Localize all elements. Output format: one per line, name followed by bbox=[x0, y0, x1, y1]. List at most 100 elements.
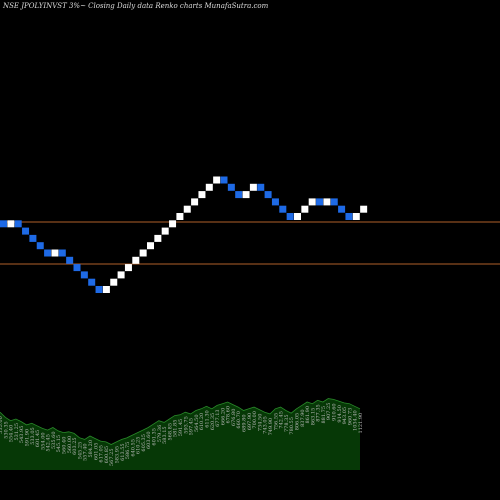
volume-label: 610.25 bbox=[136, 437, 142, 455]
renko-brick bbox=[58, 249, 66, 257]
volume-label: 535.00 bbox=[0, 416, 4, 434]
renko-brick bbox=[22, 227, 30, 235]
renko-brick bbox=[44, 249, 52, 257]
volume-label: 742.45 bbox=[279, 411, 285, 429]
renko-brick bbox=[257, 183, 265, 191]
volume-label: 778.35 bbox=[284, 415, 290, 433]
renko-brick bbox=[102, 286, 110, 293]
renko-brick bbox=[279, 205, 287, 213]
renko-brick bbox=[242, 191, 250, 199]
volume-label: 620.35 bbox=[210, 413, 216, 431]
volume-label: 610.20 bbox=[199, 413, 205, 431]
volume-label: 605.35 bbox=[141, 434, 147, 452]
renko-brick bbox=[29, 234, 37, 242]
renko-brick bbox=[14, 220, 22, 228]
volume-line bbox=[0, 398, 361, 445]
renko-brick bbox=[36, 242, 44, 250]
volume-label: 678.60 bbox=[226, 406, 232, 424]
renko-brick bbox=[220, 176, 228, 184]
renko-brick bbox=[345, 213, 353, 220]
volume-label: 640.55 bbox=[130, 439, 136, 457]
renko-brick bbox=[227, 183, 235, 191]
volume-label: 743.05 bbox=[263, 416, 269, 434]
volume-label: 1034.40 bbox=[353, 410, 359, 431]
renko-brick bbox=[191, 198, 199, 206]
volume-label: 666.20 bbox=[220, 408, 226, 426]
volume-label: 863.15 bbox=[310, 408, 316, 426]
renko-brick bbox=[66, 256, 74, 264]
renko-brick bbox=[213, 176, 221, 184]
volume-label: 601.05 bbox=[93, 443, 99, 461]
volume-label: 586.75 bbox=[125, 442, 131, 460]
volume-label: 597.45 bbox=[189, 418, 195, 436]
volume-label: 697.90 bbox=[247, 413, 253, 431]
volume-label: 554.40 bbox=[9, 425, 15, 443]
volume-label: 700.00 bbox=[252, 411, 258, 429]
renko-brick bbox=[205, 183, 213, 191]
volume-label: 837.90 bbox=[300, 409, 306, 427]
renko-brick bbox=[352, 213, 360, 220]
volume-label: 601.45 bbox=[35, 430, 41, 448]
renko-brick bbox=[264, 191, 272, 199]
volume-label: 545.25 bbox=[77, 442, 83, 460]
renko-brick bbox=[330, 198, 338, 206]
renko-brick bbox=[249, 183, 257, 191]
volume-label: 554.00 bbox=[40, 432, 46, 450]
renko-brick bbox=[0, 220, 7, 228]
volume-label: 583.15 bbox=[162, 426, 168, 444]
volume-label: 543.95 bbox=[19, 426, 25, 444]
volume-label: 734.50 bbox=[257, 414, 263, 432]
volume-label: 591.45 bbox=[178, 419, 184, 437]
volume-label: 881.75 bbox=[321, 406, 327, 424]
volume-label: 545.15 bbox=[56, 435, 62, 453]
renko-brick bbox=[154, 234, 162, 242]
volume-label: 780.55 bbox=[289, 417, 295, 435]
renko-brick bbox=[183, 205, 191, 213]
renko-brick bbox=[360, 205, 368, 213]
volume-label: 861.90 bbox=[305, 406, 311, 424]
renko-brick bbox=[176, 213, 184, 220]
volume-label: 877.35 bbox=[316, 404, 322, 422]
renko-brick bbox=[316, 198, 324, 206]
volume-label: 600.85 bbox=[104, 446, 110, 464]
renko-brick bbox=[338, 205, 346, 213]
renko-brick bbox=[235, 191, 243, 199]
volume-label: 749.90 bbox=[268, 418, 274, 436]
renko-brick bbox=[51, 249, 59, 257]
renko-brick bbox=[169, 220, 177, 228]
volume-label: 617.05 bbox=[99, 445, 105, 463]
renko-brick bbox=[294, 213, 301, 220]
volume-label: 593.75 bbox=[183, 416, 189, 434]
volume-label: 557.40 bbox=[83, 443, 89, 461]
volume-label: 1121.90 bbox=[358, 413, 364, 434]
volume-label: 568.85 bbox=[167, 423, 173, 441]
volume-label: 564.50 bbox=[194, 415, 200, 433]
volume-label: 581.85 bbox=[173, 420, 179, 438]
renko-brick bbox=[117, 271, 125, 279]
renko-brick bbox=[198, 191, 206, 199]
volume-label: 542.45 bbox=[46, 434, 52, 452]
volume-label: 530.35 bbox=[3, 421, 9, 439]
volume-label: 943.05 bbox=[342, 407, 348, 425]
renko-brick bbox=[95, 286, 103, 293]
volume-label: 613.55 bbox=[120, 443, 126, 461]
renko-brick bbox=[7, 220, 15, 228]
volume-label: 603.60 bbox=[146, 432, 152, 450]
volume-label: 584.20 bbox=[88, 440, 94, 458]
renko-brick bbox=[80, 271, 88, 279]
volume-label: 579.36 bbox=[157, 425, 163, 443]
volume-label: 601.35 bbox=[152, 428, 158, 446]
volume-label: 603.25 bbox=[72, 437, 78, 455]
renko-brick bbox=[323, 198, 331, 206]
renko-brick bbox=[124, 264, 132, 272]
volume-label: 676.80 bbox=[231, 409, 237, 427]
renko-brick bbox=[286, 213, 294, 220]
renko-brick bbox=[161, 227, 169, 235]
volume-label: 907.25 bbox=[326, 403, 332, 421]
volume-label: 533.05 bbox=[30, 427, 36, 445]
renko-brick bbox=[139, 249, 147, 257]
volume-area bbox=[0, 398, 360, 470]
renko-brick bbox=[271, 198, 279, 206]
volume-label: 756.55 bbox=[273, 413, 279, 431]
